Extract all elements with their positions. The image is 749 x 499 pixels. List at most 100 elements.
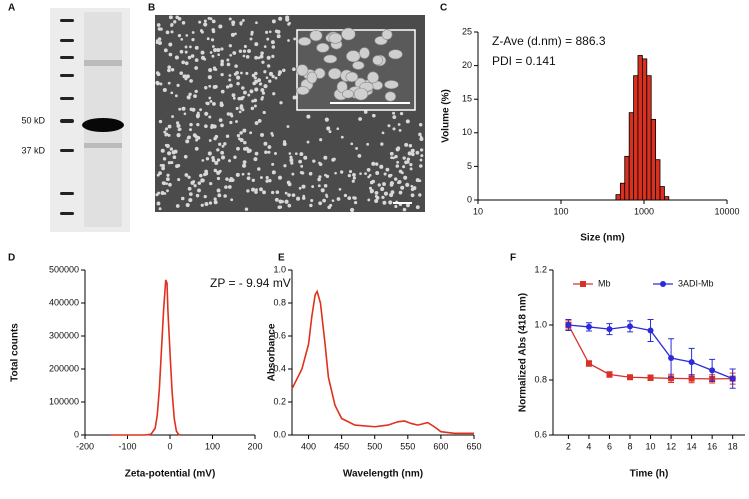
particle [171,115,174,118]
particle [206,37,210,41]
particle [165,182,169,185]
panel-label: B [148,3,155,14]
particle [231,93,236,98]
particle [198,20,202,24]
particle [237,137,241,141]
marker [565,322,572,328]
particle [155,80,160,85]
particle [272,92,276,96]
particle [268,79,272,83]
particle [235,120,238,124]
particle [298,159,303,164]
particle [355,146,359,150]
particle [232,96,236,100]
bar [615,194,621,201]
particle [168,42,173,47]
particle [392,156,395,160]
particle [238,110,242,114]
particle [176,133,181,138]
legend-marker [580,281,586,287]
particle [291,193,296,198]
particle [247,172,251,176]
particle [374,198,379,203]
particle [177,164,181,168]
particle [326,126,331,131]
particle [306,114,311,119]
particle [395,164,399,168]
particle [257,78,262,83]
particle [213,67,217,71]
y-axis-title: Total counts [10,323,21,382]
particle [220,123,224,128]
particle [368,186,373,190]
particle [379,164,384,169]
particle [175,204,180,208]
particle [301,184,306,189]
particle [184,77,188,81]
particle [319,138,323,142]
particle [265,179,269,183]
particle [165,177,170,182]
particle [371,161,376,166]
particle [323,183,328,188]
particle [294,152,298,156]
particle [267,150,271,154]
particle [161,163,165,168]
particle [208,201,213,205]
particle [415,205,420,210]
particle [221,155,226,160]
particle [238,49,243,53]
band-label: 37 kD [21,145,45,155]
particle [381,131,385,135]
particle [157,37,162,41]
particle [396,146,401,151]
particle [271,45,276,49]
y-tick-label: 5 [467,161,472,171]
particle [242,95,245,99]
particle [216,158,221,162]
particle [189,45,192,49]
particle [183,112,187,116]
x-tick-label: 10 [473,206,483,216]
particle [287,22,291,26]
particle [191,31,195,34]
particle [262,190,266,195]
particle [402,156,406,160]
y-tick-label: 15 [462,94,472,104]
particle [253,157,258,162]
particle [384,91,397,102]
particle [243,90,247,95]
particle [318,201,323,206]
particle [266,37,270,41]
particle [369,188,374,194]
particle [242,54,246,58]
x-tick-label: 100 [553,206,568,216]
particle [183,154,188,159]
particle [226,58,230,62]
bar [637,55,643,201]
particle [208,96,212,100]
particle [251,178,255,182]
ladder [60,19,74,215]
particle [176,123,181,128]
particle [353,201,358,205]
marker [647,327,654,334]
particle [263,141,268,146]
y-tick-label: 400000 [49,297,79,307]
particle [175,121,180,125]
particle [187,175,191,179]
particle [208,115,212,119]
particle [211,19,216,24]
particle [282,68,286,73]
y-tick-label: 0 [467,194,472,204]
particle [155,71,160,75]
particle [228,83,233,88]
particle [388,49,403,60]
y-axis-title: Normalized Abs (418 nm) [518,293,529,412]
particle [290,161,294,165]
particle [188,198,193,203]
y-tick-label: 0.4 [273,363,286,373]
particle [216,176,221,181]
particle [253,104,257,108]
particle [161,166,166,171]
